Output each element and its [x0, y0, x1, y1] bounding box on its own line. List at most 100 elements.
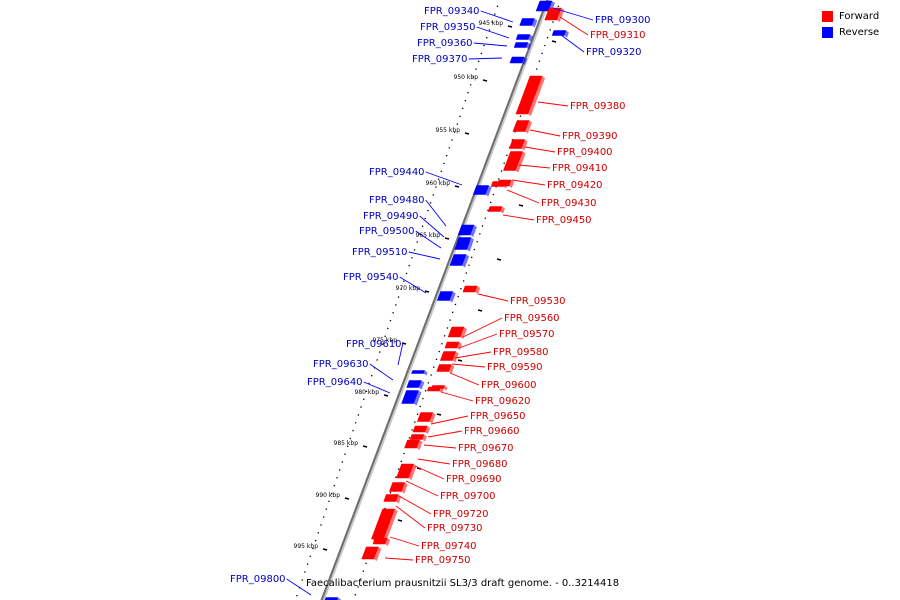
gene-block-shade [466, 242, 473, 252]
gene-block-shade [474, 286, 481, 294]
gene-label[interactable]: FPR_09410 [552, 163, 608, 174]
minor-tick [457, 359, 463, 362]
gene-block-fpr-09610[interactable] [411, 370, 425, 374]
gene-leader [384, 557, 414, 561]
gene-label[interactable]: FPR_09390 [562, 131, 618, 142]
gene-label[interactable]: FPR_09300 [595, 15, 651, 26]
gene-block-shade [521, 139, 528, 151]
gene-label[interactable]: FPR_09500 [359, 226, 415, 237]
gene-label[interactable]: FPR_09660 [464, 426, 520, 437]
gene-block-shade [456, 342, 463, 350]
gene-block-shade [531, 18, 538, 28]
scale-label: 950 kbp [454, 74, 479, 81]
gene-label[interactable]: FPR_09490 [363, 211, 419, 222]
gene-leader [449, 372, 480, 386]
scale-tick [424, 290, 430, 293]
gene-leader [468, 57, 503, 60]
gene-block-fpr-09660[interactable] [412, 425, 428, 433]
gene-label[interactable]: FPR_09340 [424, 6, 480, 17]
gene-block-shade [439, 387, 444, 393]
gene-label[interactable]: FPR_09450 [536, 215, 592, 226]
gene-label[interactable]: FPR_09690 [446, 474, 502, 485]
gene-label[interactable]: FPR_09800 [230, 574, 286, 585]
genome-backbone [320, 0, 551, 600]
gene-label[interactable]: FPR_09650 [470, 411, 526, 422]
gene-label[interactable]: FPR_09420 [547, 180, 603, 191]
gene-label[interactable]: FPR_09670 [458, 443, 514, 454]
gene-label[interactable]: FPR_09620 [475, 396, 531, 407]
gene-label[interactable]: FPR_09350 [420, 22, 476, 33]
legend-reverse-label: Reverse [839, 26, 880, 38]
gene-label[interactable]: FPR_09580 [493, 347, 549, 358]
gene-label[interactable]: FPR_09640 [307, 377, 363, 388]
gene-block-shade [384, 538, 391, 546]
gene-block-fpr-09370[interactable] [509, 56, 525, 64]
gene-block-fpr-09490[interactable] [456, 237, 472, 243]
gene-label[interactable]: FPR_09530 [510, 296, 566, 307]
scale-tick [344, 497, 350, 500]
gene-block-fpr-09430[interactable] [490, 181, 506, 187]
gene-block-shade [422, 434, 427, 442]
gene-leader [440, 391, 474, 402]
gene-block-fpr-09530[interactable] [462, 285, 478, 293]
gene-block-shade [528, 34, 533, 42]
gene-label[interactable]: FPR_09720 [433, 509, 489, 520]
gene-label[interactable]: FPR_09430 [541, 198, 597, 209]
gene-block-shade [448, 364, 455, 374]
gene-leader [473, 42, 508, 47]
gene-label[interactable]: FPR_09310 [590, 30, 646, 41]
gene-label[interactable]: FPR_09750 [415, 555, 471, 566]
gene-leader [462, 317, 503, 338]
gene-block-shade [424, 426, 431, 434]
gene-block-fpr-09450[interactable] [487, 206, 503, 212]
gene-label[interactable]: FPR_09630 [313, 359, 369, 370]
gene-block-shade [460, 327, 467, 339]
gene-block-fpr-09570[interactable] [444, 341, 460, 349]
gene-label[interactable]: FPR_09700 [440, 491, 496, 502]
gene-label[interactable]: FPR_09510 [352, 247, 408, 258]
reverse-swatch [822, 26, 833, 38]
gene-label[interactable]: FPR_09610 [346, 339, 402, 350]
gene-label[interactable]: FPR_09560 [504, 313, 560, 324]
gene-block-shade [373, 547, 382, 561]
gene-block-fpr-09620[interactable] [426, 386, 442, 392]
gene-label[interactable]: FPR_09730 [427, 523, 483, 534]
gene-leader [363, 381, 391, 394]
legend-forward: Forward [822, 8, 892, 24]
gene-leader [451, 363, 486, 368]
gene-label[interactable]: FPR_09570 [499, 329, 555, 340]
gene-block-fpr-09350[interactable] [515, 34, 531, 40]
gene-block-shade [429, 412, 436, 424]
gene-block-shade [416, 440, 423, 450]
gene-block-shade [449, 291, 456, 303]
gene-label[interactable]: FPR_09540 [343, 272, 399, 283]
gene-label[interactable]: FPR_09480 [369, 195, 425, 206]
gene-leader [427, 430, 463, 438]
gene-block-shade [500, 206, 505, 214]
gene-block-fpr-09360[interactable] [513, 42, 529, 48]
gene-label[interactable]: FPR_09370 [412, 54, 468, 65]
gene-label[interactable]: FPR_09680 [452, 459, 508, 470]
gene-label[interactable]: FPR_09440 [369, 167, 425, 178]
scale-label: 985 kbp [334, 440, 359, 447]
scale-tick [444, 237, 450, 240]
gene-label[interactable]: FPR_09400 [557, 147, 613, 158]
gene-label[interactable]: FPR_09600 [481, 380, 537, 391]
gene-block-shade [413, 390, 422, 406]
gene-block-fpr-09800[interactable] [324, 597, 339, 600]
gene-block-shade [469, 237, 474, 245]
scale-label: 995 kbp [294, 543, 319, 550]
gene-label[interactable]: FPR_09320 [586, 47, 642, 58]
gene-label[interactable]: FPR_09740 [421, 541, 477, 552]
minor-tick [518, 204, 524, 207]
gene-block-fpr-09740[interactable] [372, 537, 388, 545]
gene-leader [419, 215, 445, 238]
gene-leader [511, 179, 546, 186]
legend-forward-label: Forward [839, 10, 880, 22]
gene-leader [369, 363, 394, 381]
gene-leader [389, 536, 420, 547]
gene-label[interactable]: FPR_09380 [570, 101, 626, 112]
gene-block-fpr-09670[interactable] [409, 434, 425, 440]
gene-label[interactable]: FPR_09360 [417, 38, 473, 49]
gene-label[interactable]: FPR_09590 [487, 362, 543, 373]
